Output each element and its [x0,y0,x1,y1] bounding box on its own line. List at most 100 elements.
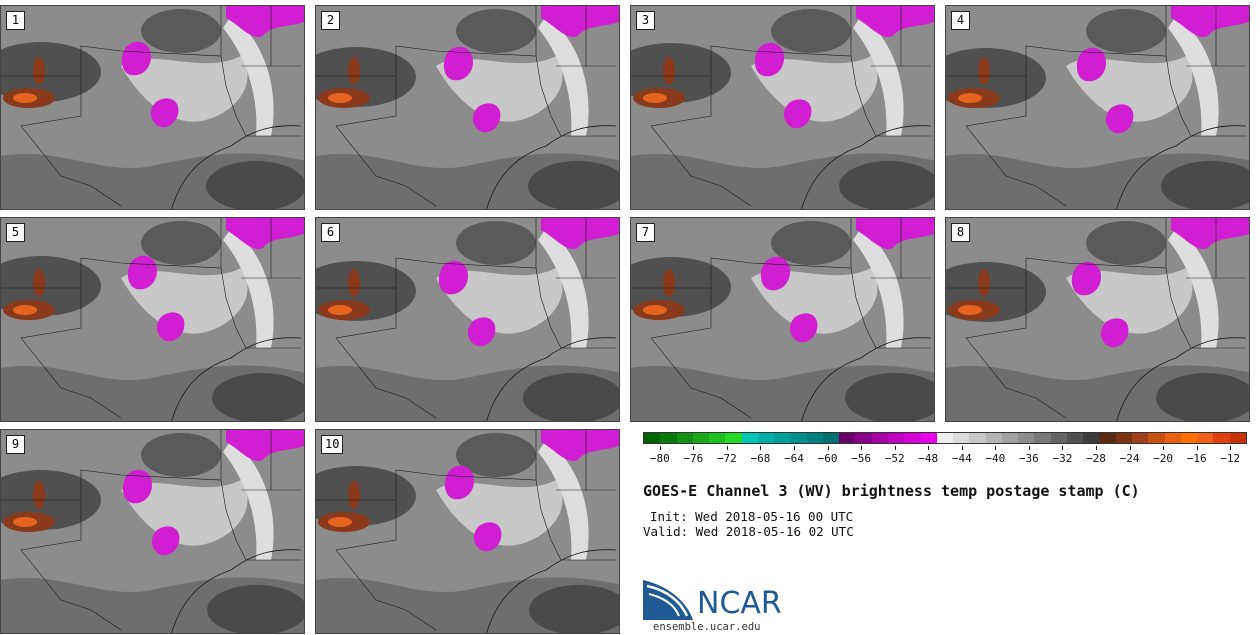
colorbar-segment [741,433,758,443]
colorbar-tick-label: −16 [1186,452,1207,465]
dark-field [141,221,221,265]
cloud-top [1071,261,1101,296]
ncar-wordmark: NCAR [697,586,782,621]
colorbar-segment [985,433,1002,443]
init-time: Init: Wed 2018-05-16 00 UTC [650,509,854,524]
colorbar-tick-label: −24 [1119,452,1140,465]
panel-number: 1 [6,11,25,30]
dark-field [456,433,536,477]
panel-number: 5 [6,223,25,242]
colorbar-segment [676,433,693,443]
colorbar-segment [692,433,710,443]
dry-area [348,269,360,297]
panel-7: 7 [630,217,935,422]
dry-area [348,481,360,509]
state-border [650,288,752,419]
dry-area [643,305,667,315]
state-border [946,6,1167,77]
colorbar-tick-label: −44 [951,452,972,465]
colorbar-segment [806,433,823,443]
colorbar-tick [1028,446,1030,450]
state-border [1,6,222,77]
colorbar-tick [693,446,695,450]
colorbar-tick [1096,446,1097,450]
dark-field [839,161,934,209]
colorbar-segment [904,433,921,443]
moist-band [1168,16,1219,136]
dry-area [663,57,675,85]
cloud-top [473,522,502,552]
state-border [650,76,752,207]
moist-band [538,228,589,348]
cloud-top [1105,104,1134,134]
state-border [241,218,301,279]
colorbar-tick [760,446,762,450]
state-border [1,218,222,289]
panel-2: 2 [315,5,620,210]
panel-6: 6 [315,217,620,422]
dry-area [663,269,675,297]
colorbar-tick-label: −60 [817,452,838,465]
dry-area [978,57,990,85]
colorbar-segment [1001,433,1019,443]
colorbar-segment [953,433,970,443]
state-border [316,6,537,77]
cloud-top [1076,47,1106,82]
coastline [1116,125,1247,209]
panel-map [631,218,934,421]
colorbar-segment [1148,433,1165,443]
state-border [871,6,931,67]
colorbar-ticks: −80 −76 −72 −68 −64 −60 −56 −52 −48 −44 −40 −36 −32−… [643,446,1247,468]
ncar-url[interactable]: ensemble.ucar.edu [653,621,761,633]
state-border [1186,218,1246,279]
coastline [171,337,302,421]
dry-area [348,57,360,85]
state-border [965,288,1067,419]
colorbar-tick [1163,446,1165,450]
moist-band [1168,228,1219,348]
cloud-top [789,313,818,343]
colorbar-segment [1083,433,1100,443]
dry-area [13,517,37,527]
panel-1: 1 [0,5,305,210]
colorbar-tick [1230,446,1232,450]
panel-map [316,430,619,633]
panel-5: 5 [0,217,305,422]
colorbar-tick-label: −56 [851,452,872,465]
colorbar-tick [827,446,829,450]
coastline [801,125,932,209]
state-border [220,267,301,349]
state-border [20,288,122,419]
state-border [335,76,437,207]
colorbar-segment [1018,433,1035,443]
panel-number: 8 [951,223,970,242]
cloud-top [541,6,619,37]
ncar-logo-icon [643,580,693,620]
colorbar-tick-label: −12 [1220,452,1241,465]
dark-field [141,433,221,477]
panel-map [631,6,934,209]
dark-field [845,373,934,421]
chart-title: GOES-E Channel 3 (WV) brightness temp po… [643,482,1140,500]
dark-field [1161,161,1249,209]
cloud-top [754,42,784,77]
cloud-top [226,6,304,37]
cloud-top [1171,218,1249,249]
panel-map [946,218,1249,421]
state-border [20,76,122,207]
coastline [486,549,617,633]
state-border [220,55,301,137]
state-border [556,218,616,279]
colorbar-segment [1180,433,1198,443]
state-border [631,218,852,289]
dark-field [207,585,304,633]
panel-map [946,6,1249,209]
state-border [556,6,616,67]
dark-field [206,161,304,209]
colorbar-tick-label: −64 [784,452,804,465]
state-border [946,218,1167,289]
colorbar-tick [894,446,896,450]
state-border [535,267,616,349]
colorbar-tick [726,446,728,450]
cloud-top [856,6,934,37]
